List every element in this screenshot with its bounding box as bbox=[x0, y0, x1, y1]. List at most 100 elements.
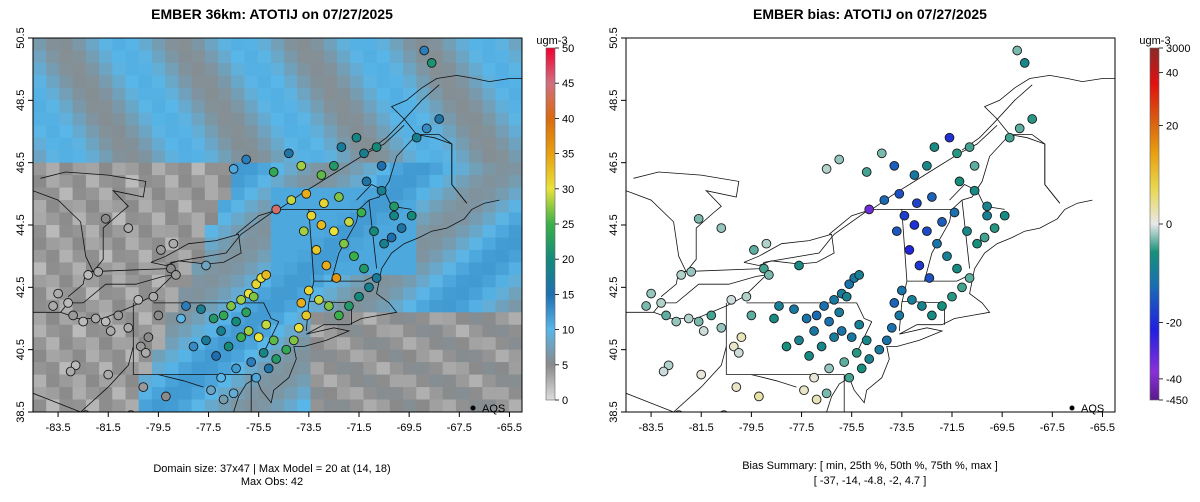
field-cell bbox=[310, 187, 325, 201]
field-cell bbox=[376, 38, 391, 52]
field-cell bbox=[350, 112, 364, 126]
field-cell bbox=[442, 50, 457, 64]
station-point bbox=[140, 347, 151, 358]
station-points bbox=[641, 45, 1038, 412]
field-cell bbox=[482, 337, 497, 351]
field-cell bbox=[403, 249, 417, 263]
field-cell bbox=[59, 237, 74, 251]
field-cell bbox=[270, 299, 285, 313]
field-cell bbox=[270, 75, 285, 89]
x-tick-label: -71.5 bbox=[346, 422, 371, 434]
field-cell bbox=[495, 75, 510, 89]
field-cell bbox=[508, 249, 522, 263]
field-cell bbox=[33, 137, 47, 151]
field-cell bbox=[138, 200, 153, 214]
field-cell bbox=[59, 337, 74, 351]
field-cell bbox=[112, 150, 127, 164]
field-cell bbox=[165, 137, 179, 151]
field-cell bbox=[204, 87, 219, 101]
field-cell bbox=[429, 349, 444, 363]
colorbar-tick-label: 40 bbox=[562, 113, 574, 125]
field-cell bbox=[257, 87, 272, 101]
field-cell bbox=[495, 387, 510, 401]
field-cell bbox=[125, 274, 140, 288]
field-cell bbox=[138, 262, 153, 276]
field-cell bbox=[495, 50, 510, 64]
field-cell bbox=[99, 299, 113, 313]
station-point bbox=[889, 298, 900, 308]
field-cell bbox=[455, 112, 470, 126]
field-cell bbox=[416, 337, 431, 351]
field-cell bbox=[218, 212, 232, 226]
field-cell bbox=[165, 50, 179, 64]
field-cell bbox=[231, 349, 245, 363]
station-point bbox=[268, 167, 279, 177]
field-cell bbox=[389, 137, 404, 151]
station-point bbox=[83, 270, 94, 280]
station-point bbox=[218, 310, 229, 321]
station-point bbox=[914, 260, 925, 271]
legend-marker bbox=[1069, 405, 1075, 411]
field-cell bbox=[455, 262, 470, 276]
field-cell bbox=[231, 38, 245, 52]
field-cell bbox=[125, 150, 140, 164]
station-point bbox=[861, 335, 872, 346]
station-point bbox=[741, 291, 752, 302]
field-cell bbox=[495, 100, 510, 114]
field-cell bbox=[376, 324, 391, 338]
field-cell bbox=[59, 249, 74, 263]
field-cell bbox=[85, 175, 100, 189]
x-tick-label: -83.5 bbox=[46, 422, 71, 434]
field-cell bbox=[33, 87, 47, 101]
station-point bbox=[799, 385, 809, 396]
field-cell bbox=[389, 274, 404, 288]
field-cell bbox=[85, 112, 100, 126]
station-point bbox=[361, 176, 372, 187]
field-cell bbox=[416, 399, 431, 412]
field-cell bbox=[33, 50, 47, 64]
field-cell bbox=[310, 125, 325, 139]
footer-line-2: [ -37, -14, -4.8, -2, 4.7 ] bbox=[814, 475, 927, 487]
colorbar-tick-label: 50 bbox=[562, 43, 574, 55]
map-line bbox=[67, 134, 468, 298]
field-cell bbox=[46, 112, 60, 126]
field-cell bbox=[376, 212, 391, 226]
field-cell bbox=[59, 87, 74, 101]
field-cell bbox=[59, 175, 74, 189]
field-cell bbox=[337, 262, 351, 276]
field-cell bbox=[72, 100, 87, 114]
field-cell bbox=[138, 150, 153, 164]
field-cell bbox=[112, 62, 127, 76]
station-point bbox=[53, 288, 63, 299]
field-cell bbox=[270, 187, 285, 201]
field-cell bbox=[72, 225, 87, 239]
field-cell bbox=[165, 287, 179, 301]
field-cell bbox=[337, 87, 351, 101]
field-cell bbox=[178, 125, 193, 139]
station-point bbox=[879, 195, 890, 205]
field-cell bbox=[403, 62, 417, 76]
field-cell bbox=[59, 287, 74, 301]
x-tick-label: -83.5 bbox=[639, 422, 664, 434]
field-cell bbox=[270, 237, 285, 251]
field-cell bbox=[72, 237, 87, 251]
field-cell bbox=[191, 399, 206, 412]
field-cell bbox=[112, 299, 127, 313]
station-point bbox=[809, 326, 819, 336]
field-cell bbox=[46, 38, 60, 52]
station-point bbox=[656, 298, 666, 308]
field-cell bbox=[178, 200, 193, 214]
field-cell bbox=[508, 387, 522, 401]
field-cell bbox=[270, 38, 285, 52]
field-cell bbox=[416, 349, 431, 363]
field-cell bbox=[495, 337, 510, 351]
field-cell bbox=[218, 274, 232, 288]
field-cell bbox=[125, 212, 140, 226]
y-tick-label: 46.5 bbox=[608, 152, 620, 173]
field-cell bbox=[138, 399, 153, 412]
field-cell bbox=[363, 362, 378, 376]
colorbar-tick-label: 5 bbox=[562, 360, 568, 372]
field-cell bbox=[72, 112, 87, 126]
field-cell bbox=[33, 349, 47, 363]
field-cell bbox=[178, 225, 193, 239]
